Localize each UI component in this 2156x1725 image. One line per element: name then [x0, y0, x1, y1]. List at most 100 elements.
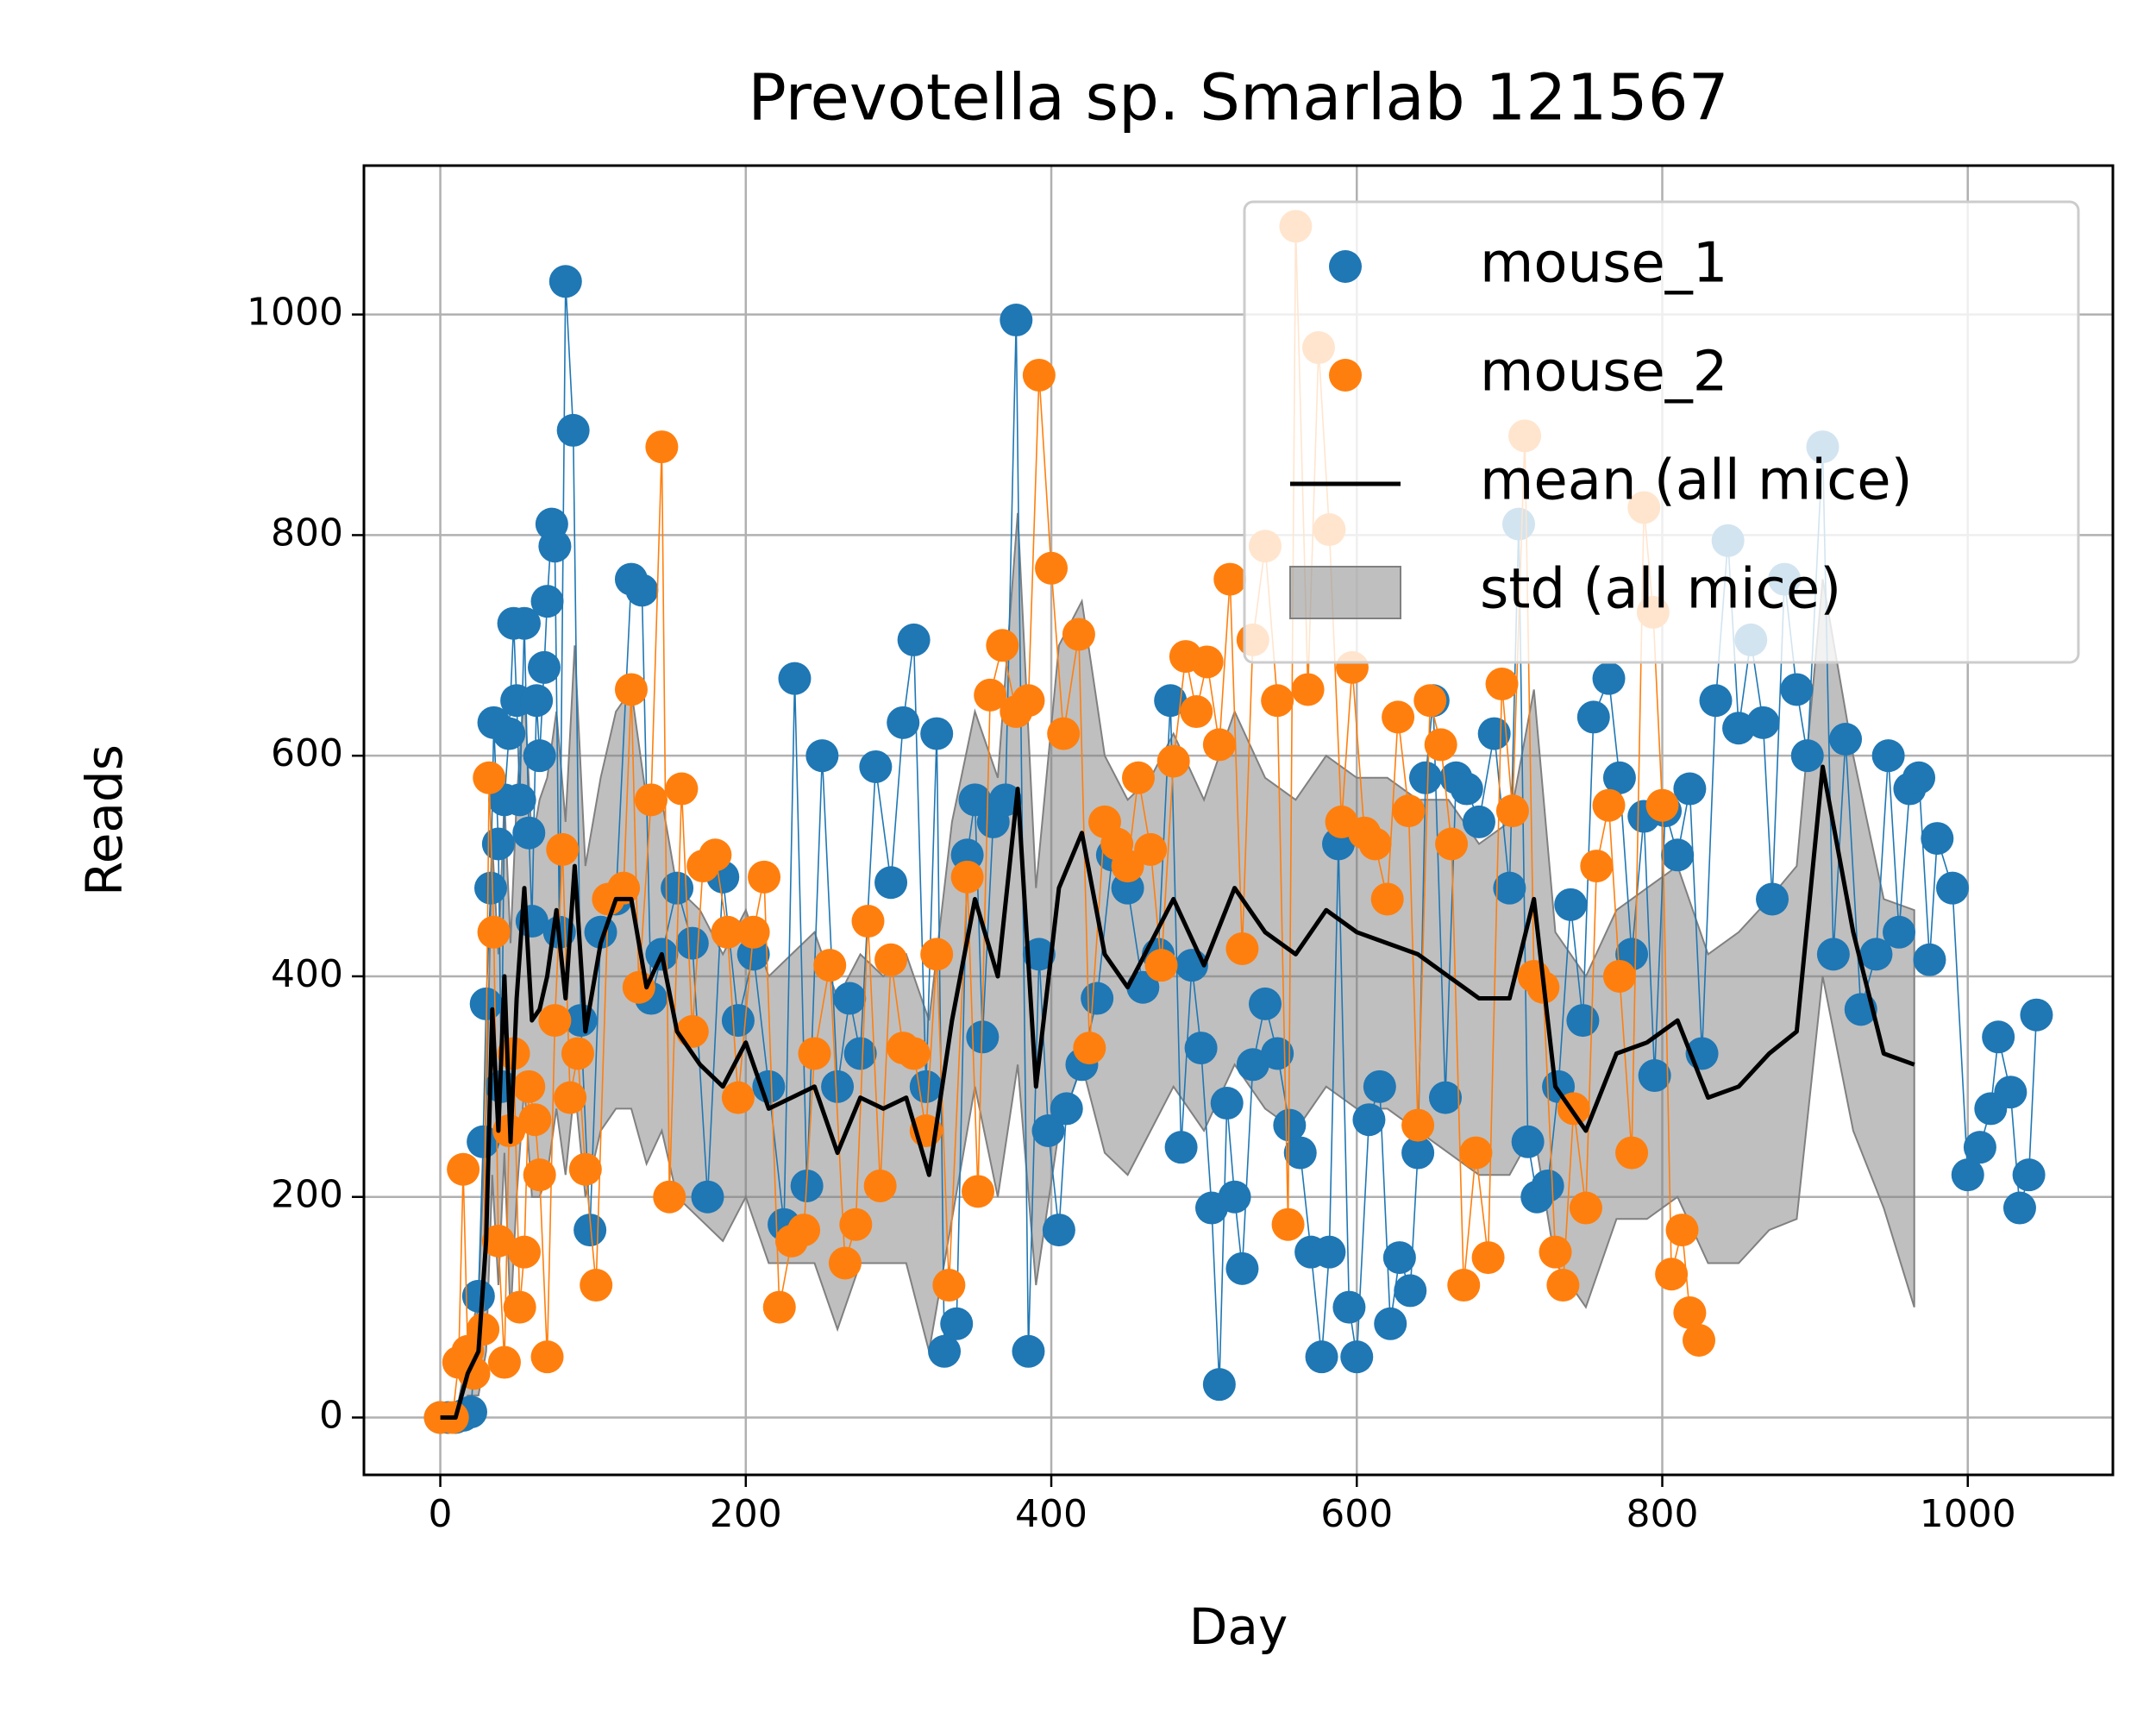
data-point	[1602, 761, 1636, 794]
data-point	[503, 783, 536, 817]
data-point	[1202, 1368, 1236, 1402]
data-point	[1401, 1136, 1435, 1170]
data-point	[1576, 700, 1610, 734]
data-point	[474, 871, 508, 905]
data-point	[962, 1175, 995, 1208]
data-point	[1022, 938, 1056, 971]
data-point	[1913, 943, 1946, 976]
mean-line	[440, 764, 1915, 1420]
legend-label: mouse_1	[1480, 232, 1728, 296]
y-tick-label: 400	[271, 952, 343, 996]
data-point	[839, 1208, 873, 1241]
data-point	[966, 1020, 1000, 1054]
data-point	[1546, 1269, 1580, 1302]
data-point	[675, 1014, 709, 1048]
data-point	[1592, 662, 1626, 695]
data-point	[1447, 1269, 1481, 1302]
data-point	[833, 982, 867, 1015]
data-point	[1401, 1108, 1435, 1142]
data-point	[507, 1235, 541, 1269]
data-point	[1683, 1323, 1716, 1357]
data-point	[625, 574, 659, 607]
data-point	[1382, 700, 1415, 734]
data-point	[1580, 850, 1614, 883]
data-point	[1592, 788, 1626, 822]
data-point	[828, 1246, 862, 1280]
data-point	[1424, 728, 1457, 762]
data-point	[711, 915, 744, 949]
data-point	[1871, 739, 1905, 773]
data-point	[1428, 1081, 1462, 1114]
data-point	[1459, 1136, 1493, 1170]
data-point	[851, 905, 885, 938]
data-point	[736, 915, 770, 949]
data-point	[1313, 1235, 1346, 1269]
data-point	[821, 1070, 855, 1103]
data-point	[950, 860, 984, 894]
data-point	[1408, 761, 1442, 794]
data-point	[1883, 915, 1916, 949]
data-point	[568, 1152, 602, 1186]
data-point	[1511, 1125, 1545, 1158]
data-point	[1394, 1274, 1427, 1308]
data-point	[1236, 1048, 1269, 1082]
data-point	[986, 629, 1019, 662]
data-point	[1673, 1296, 1707, 1330]
data-point	[548, 265, 582, 298]
data-point	[1022, 358, 1056, 392]
data-point	[1154, 684, 1188, 718]
data-point	[1994, 1076, 2028, 1109]
data-point	[1554, 888, 1588, 921]
data-point	[1655, 1258, 1689, 1291]
data-point	[527, 650, 561, 684]
data-point	[1392, 794, 1426, 828]
data-point	[520, 684, 554, 718]
data-point	[1134, 832, 1168, 866]
data-point	[580, 1269, 613, 1302]
data-point	[1358, 827, 1392, 861]
data-point	[1210, 1087, 1244, 1120]
data-point	[1121, 761, 1155, 794]
data-point	[487, 1346, 521, 1379]
data-point	[874, 943, 908, 976]
data-point	[787, 1214, 821, 1247]
legend-label: mouse_2	[1480, 341, 1728, 405]
data-point	[1790, 739, 1824, 773]
data-point	[1213, 562, 1247, 596]
data-point	[778, 662, 812, 695]
data-point	[721, 1081, 755, 1114]
data-point	[1261, 1037, 1294, 1070]
data-point	[1531, 1169, 1564, 1202]
data-point	[1936, 871, 1970, 905]
axes: 0 200 400 600 800 1000 0 200 400 600 800 1000	[247, 291, 2016, 1536]
data-point	[843, 1037, 877, 1070]
data-point	[1493, 871, 1526, 905]
y-tick-label: 0	[319, 1393, 343, 1437]
data-point	[538, 1004, 572, 1038]
data-point	[512, 1070, 546, 1103]
data-point	[1190, 645, 1224, 679]
data-point	[1902, 761, 1936, 794]
data-point	[1164, 1131, 1198, 1164]
data-point	[481, 827, 515, 861]
x-tick-label: 1000	[1920, 1492, 2016, 1536]
data-point	[1035, 551, 1069, 585]
legend-patch	[1289, 566, 1401, 619]
data-point	[1050, 1092, 1083, 1126]
data-point	[897, 1037, 931, 1070]
data-point	[691, 1180, 724, 1214]
y-axis-label: Reads	[75, 744, 134, 896]
data-point	[1305, 1340, 1338, 1374]
data-point	[1699, 684, 1733, 718]
data-point	[1374, 1307, 1407, 1340]
data-point	[1435, 827, 1469, 861]
data-point	[1248, 987, 1282, 1020]
data-point	[1012, 1334, 1045, 1368]
data-point	[546, 832, 580, 866]
data-point	[805, 739, 839, 773]
data-point	[748, 860, 781, 894]
data-point	[1273, 1108, 1307, 1142]
data-point	[645, 430, 679, 464]
